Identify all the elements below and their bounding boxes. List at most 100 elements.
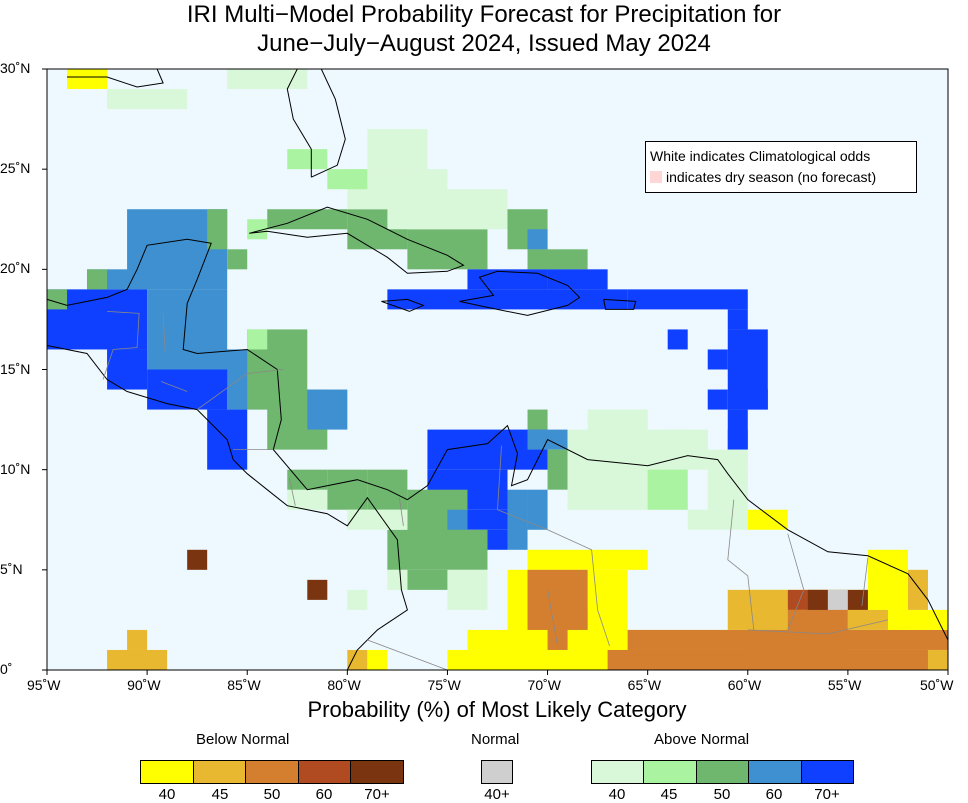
forecast-cell [887, 609, 948, 630]
above-normal-colorbar [591, 760, 854, 784]
colorbar-tick-label: 50 [713, 786, 731, 803]
forecast-cell [927, 649, 948, 670]
forecast-cell [527, 489, 548, 530]
forecast-cell [447, 649, 508, 670]
forecast-cell [187, 549, 208, 570]
border [787, 533, 805, 631]
forecast-cell [227, 249, 248, 270]
forecast-cell [147, 369, 228, 410]
forecast-cell [87, 269, 108, 290]
lat-label: 15˚N [0, 360, 31, 377]
forecast-cell [527, 409, 548, 430]
forecast-cell [507, 489, 528, 550]
forecast-cell [207, 209, 228, 250]
border [160, 381, 188, 392]
forecast-cell [667, 329, 688, 350]
forecast-cell [467, 629, 528, 650]
forecast-cell [727, 309, 748, 330]
forecast-cell [267, 209, 348, 230]
colorbar-tick-label: 40 [608, 786, 626, 803]
forecast-cell [347, 649, 368, 670]
lon-label: 55˚W [827, 677, 862, 693]
lon-label: 70˚W [527, 677, 561, 693]
border [547, 589, 558, 647]
forecast-cell [627, 289, 748, 310]
border [399, 497, 404, 526]
x-axis-title: Probability (%) of Most Likely Category [307, 697, 687, 722]
forecast-cell [467, 509, 508, 530]
border [497, 445, 610, 647]
forecast-cell [527, 229, 548, 250]
coastline [46, 345, 408, 671]
colorbar-tick-label: 60 [315, 786, 333, 803]
forecast-cell [607, 649, 928, 670]
border [288, 477, 296, 506]
below-normal-title: Below Normal [196, 731, 290, 748]
forecast-cell [367, 129, 428, 170]
coastline [381, 298, 425, 312]
forecast-cell [647, 469, 688, 510]
lat-label: 20˚N [0, 260, 31, 277]
climatology-note-line2: indicates dry season (no forecast) [666, 169, 877, 185]
colorbar-swatch [246, 761, 299, 783]
colorbar-swatch [482, 761, 512, 783]
lon-label: 80˚W [327, 677, 361, 693]
colorbar-swatch [592, 761, 645, 783]
forecast-cell [307, 389, 348, 430]
colorbar-tick-label: 70+ [814, 786, 840, 803]
forecast-cell [667, 429, 708, 450]
colorbar-tick-label: 50 [263, 786, 281, 803]
forecast-cell [227, 69, 308, 90]
lon-label: 75˚W [427, 677, 461, 693]
forecast-cell [287, 149, 328, 170]
lon-label: 90˚W [127, 677, 161, 693]
lon-label: 65˚W [627, 677, 662, 693]
normal-title: Normal [471, 731, 520, 748]
coastline [459, 270, 581, 316]
colorbar-swatch [749, 761, 802, 783]
lat-label: 0˚ [0, 661, 13, 677]
forecast-cell [327, 469, 368, 510]
below-normal-colorbar [140, 760, 404, 784]
forecast-cell [387, 569, 408, 590]
colorbar-swatch [141, 761, 194, 783]
forecast-cell [247, 329, 268, 350]
forecast-cell [547, 449, 568, 490]
lon-label: 85˚W [227, 677, 261, 693]
lon-label: 60˚W [727, 677, 762, 693]
forecast-cell [327, 169, 368, 190]
colorbar-swatch [298, 761, 352, 783]
forecast-cell [747, 389, 768, 410]
forecast-cell [307, 579, 328, 600]
forecast-cell [667, 449, 748, 470]
forecast-cells [47, 69, 948, 670]
forecast-cell [707, 469, 748, 510]
normal-colorbar [481, 760, 513, 784]
forecast-cell [747, 509, 788, 530]
forecast-cell [387, 529, 488, 570]
lat-label: 10˚N [0, 460, 31, 477]
colorbar-swatch [801, 761, 854, 783]
forecast-cell [387, 289, 628, 310]
forecast-cell [707, 349, 728, 370]
colorbar-tick-label: 60 [765, 786, 783, 803]
colorbar-tick-label: 45 [211, 786, 229, 803]
forecast-cell [287, 469, 328, 490]
lon-label: 50˚W [920, 677, 954, 693]
colorbar-tick-label: 40+ [484, 786, 510, 803]
forecast-cell [907, 569, 928, 610]
border [196, 369, 284, 410]
colorbar-swatch [193, 761, 247, 783]
map-title-line2: June−July−August 2024, Issued May 2024 [257, 30, 711, 57]
forecast-cell [687, 509, 748, 530]
forecast-cell [247, 219, 268, 240]
border [367, 639, 448, 671]
forecast-cell [367, 649, 388, 670]
forecast-cell [707, 389, 728, 410]
forecast-cell [487, 529, 508, 550]
border [727, 499, 755, 630]
country-borders [102, 311, 888, 671]
forecast-cell [807, 589, 828, 610]
lat-label: 5˚N [0, 560, 23, 577]
lat-label: 30˚N [0, 60, 31, 76]
